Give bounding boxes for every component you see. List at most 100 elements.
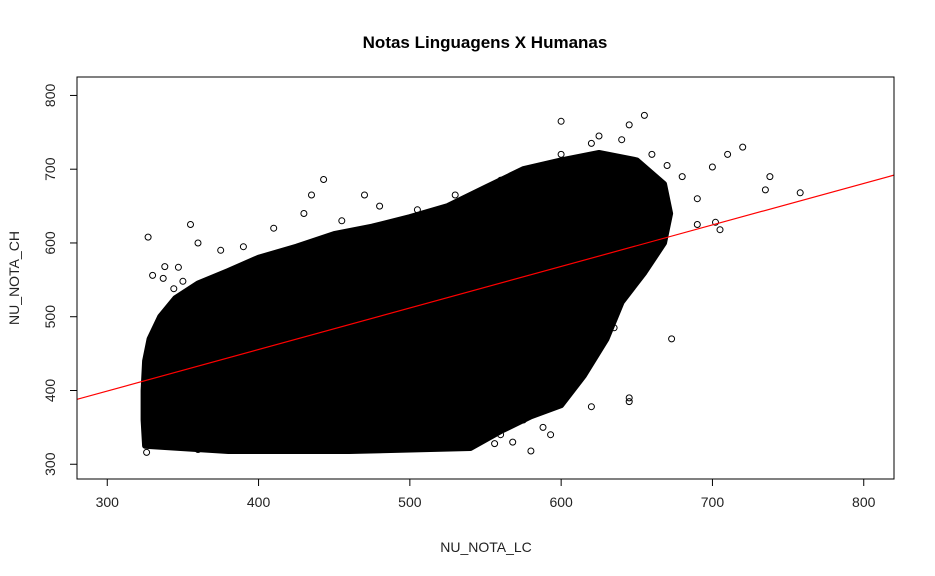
data-point [444,357,452,365]
data-point [202,298,210,306]
data-point [255,446,263,453]
data-point [149,271,157,279]
data-point [693,195,701,203]
data-point [587,139,595,147]
data-point [152,335,160,343]
data-point [436,217,444,225]
y-axis-label: NU_NOTA_CH [6,231,22,325]
data-point [648,150,656,158]
data-point [625,121,633,129]
data-point [174,263,182,271]
data-point [320,176,328,183]
data-point [557,117,565,125]
data-point [497,401,505,409]
data-point [330,444,338,452]
data-point [187,420,194,428]
data-point [376,202,384,210]
data-point [497,176,505,184]
data-point [587,221,595,228]
data-point [539,423,547,431]
data-point [143,448,151,456]
data-point [330,405,338,413]
data-point [512,387,520,394]
data-point [572,239,580,247]
data-point [761,186,769,194]
data-point [194,446,202,453]
data-point [625,394,633,402]
data-point [285,257,293,265]
data-point [482,328,489,335]
data-point [239,243,247,251]
y-tick-label: 600 [42,231,58,255]
data-point [796,189,804,197]
data-point [491,440,499,448]
point-layer [140,111,804,456]
data-point [270,416,278,424]
regression-line [77,174,894,400]
data-point [315,434,323,442]
data-point [159,274,167,282]
data-point [270,224,278,232]
data-point [451,420,459,428]
data-point [149,379,157,387]
data-point [300,412,308,420]
data-point [668,335,676,343]
data-point [542,350,550,358]
data-point [170,285,178,293]
data-point [156,320,164,328]
data-point [633,187,641,195]
data-point [512,298,520,306]
data-point [361,398,368,406]
data-point [557,150,565,158]
data-point [610,324,618,332]
x-tick-label: 800 [852,494,876,510]
data-point [497,313,505,321]
x-axis-label: NU_NOTA_LC [440,539,532,555]
data-point [618,136,626,144]
data-point [542,269,550,276]
data-point [224,283,232,291]
data-point [406,224,414,232]
data-point [712,218,719,226]
data-point [640,221,648,228]
data-point [144,233,152,241]
data-point [300,210,308,217]
data-point [194,239,202,247]
data-point [421,372,429,380]
data-point [708,163,716,171]
data-point [338,217,346,225]
data-point [603,283,610,291]
x-axis: 300 400 500 600 700 800 [96,479,876,510]
data-point [716,226,724,234]
data-point [239,412,247,420]
data-point [146,357,154,365]
data-point [171,313,179,321]
data-point [179,277,187,285]
chart-title: Notas Linguagens X Humanas [363,33,608,52]
data-point [580,162,588,169]
data-point [466,210,474,217]
data-point [547,431,555,439]
data-point [497,195,505,203]
data-point [527,184,535,192]
y-tick-label: 800 [42,84,58,108]
data-point [187,394,194,402]
x-tick-label: 600 [549,494,573,510]
data-point [474,412,482,420]
data-point [171,379,179,387]
data-point [527,280,535,287]
data-point [693,221,701,228]
data-point [255,269,263,276]
data-point [406,442,414,450]
data-point [766,173,774,181]
data-point [315,254,323,262]
data-point [519,416,527,424]
data-point [625,173,633,181]
data-point [413,206,421,214]
data-point [625,398,633,406]
data-point [345,239,353,247]
y-tick-label: 400 [42,379,58,403]
data-point [724,150,732,158]
x-tick-label: 500 [398,494,422,510]
data-point [527,447,535,455]
